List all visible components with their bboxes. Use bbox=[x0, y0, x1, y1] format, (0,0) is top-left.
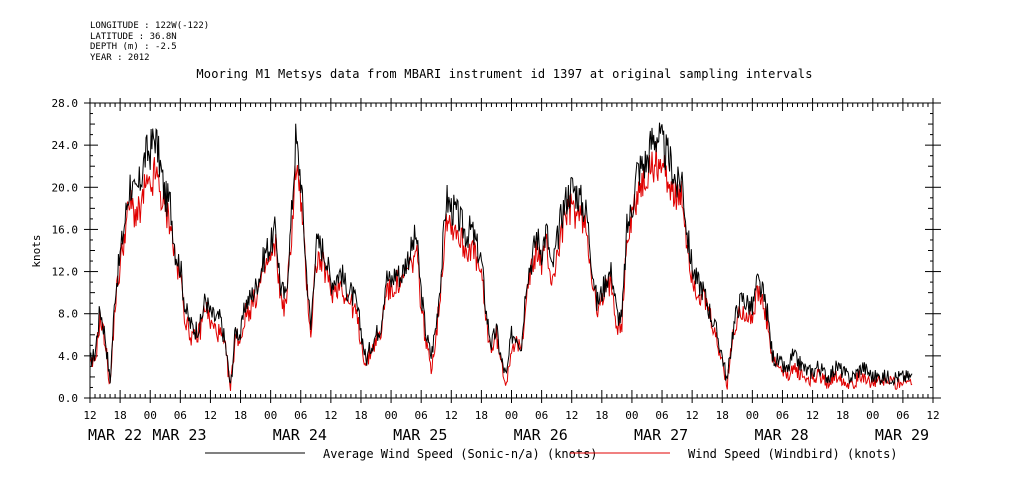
y-tick-label: 8.0 bbox=[58, 308, 78, 321]
x-tick-label: 12 bbox=[686, 409, 699, 422]
x-tick-label: 06 bbox=[415, 409, 428, 422]
legend-label-sonic: Average Wind Speed (Sonic-n/a) (knots) bbox=[323, 447, 598, 461]
x-tick-label: 12 bbox=[204, 409, 217, 422]
x-tick-label: 00 bbox=[264, 409, 277, 422]
y-tick-label: 12.0 bbox=[52, 266, 79, 279]
x-tick-label: 18 bbox=[475, 409, 488, 422]
y-tick-label: 20.0 bbox=[52, 181, 79, 194]
longitude-text: LONGITUDE : 122W(-122) bbox=[90, 21, 210, 31]
chart-title: Mooring M1 Metsys data from MBARI instru… bbox=[196, 67, 813, 81]
x-tick-label: 18 bbox=[836, 409, 849, 422]
x-date-label: MAR 26 bbox=[514, 426, 568, 444]
x-tick-label: 12 bbox=[324, 409, 337, 422]
x-date-label: MAR 22 bbox=[88, 426, 142, 444]
x-tick-label: 06 bbox=[776, 409, 789, 422]
x-tick-label: 18 bbox=[234, 409, 247, 422]
y-axis-label: knots bbox=[30, 234, 43, 267]
x-date-label: MAR 24 bbox=[273, 426, 327, 444]
x-tick-label: 00 bbox=[625, 409, 638, 422]
y-tick-label: 0.0 bbox=[58, 392, 78, 405]
x-date-label: MAR 25 bbox=[393, 426, 447, 444]
x-tick-label: 06 bbox=[535, 409, 548, 422]
x-tick-label: 12 bbox=[565, 409, 578, 422]
x-tick-label: 12 bbox=[445, 409, 458, 422]
x-date-label: MAR 29 bbox=[875, 426, 929, 444]
depth-text: DEPTH (m) : -2.5 bbox=[90, 42, 177, 52]
year-text: YEAR : 2012 bbox=[90, 52, 150, 63]
x-tick-label: 06 bbox=[896, 409, 909, 422]
y-tick-label: 24.0 bbox=[52, 139, 79, 152]
metadata-block: LONGITUDE : 122W(-122) LATITUDE : 36.8N … bbox=[90, 21, 209, 63]
x-tick-label: 06 bbox=[294, 409, 307, 422]
x-tick-label: 12 bbox=[806, 409, 819, 422]
x-date-label: MAR 27 bbox=[634, 426, 688, 444]
x-tick-label: 18 bbox=[354, 409, 367, 422]
series-line-sonic bbox=[89, 122, 913, 387]
x-tick-label: 00 bbox=[144, 409, 157, 422]
x-tick-label: 00 bbox=[505, 409, 518, 422]
x-tick-label: 00 bbox=[866, 409, 879, 422]
x-date-label: MAR 23 bbox=[152, 426, 206, 444]
x-tick-label: 18 bbox=[595, 409, 608, 422]
x-date-label: MAR 28 bbox=[754, 426, 808, 444]
y-tick-label: 4.0 bbox=[58, 350, 78, 363]
x-tick-label: 00 bbox=[746, 409, 759, 422]
x-tick-label: 06 bbox=[174, 409, 187, 422]
x-tick-label: 18 bbox=[113, 409, 126, 422]
y-tick-label: 28.0 bbox=[52, 97, 79, 110]
x-tick-label: 06 bbox=[655, 409, 668, 422]
x-tick-label: 12 bbox=[926, 409, 939, 422]
x-tick-label: 18 bbox=[716, 409, 729, 422]
x-tick-label: 12 bbox=[83, 409, 96, 422]
legend-label-windbird: Wind Speed (Windbird) (knots) bbox=[688, 447, 898, 461]
x-tick-label: 00 bbox=[384, 409, 397, 422]
y-tick-label: 16.0 bbox=[52, 223, 79, 236]
latitude-text: LATITUDE : 36.8N bbox=[90, 31, 177, 42]
